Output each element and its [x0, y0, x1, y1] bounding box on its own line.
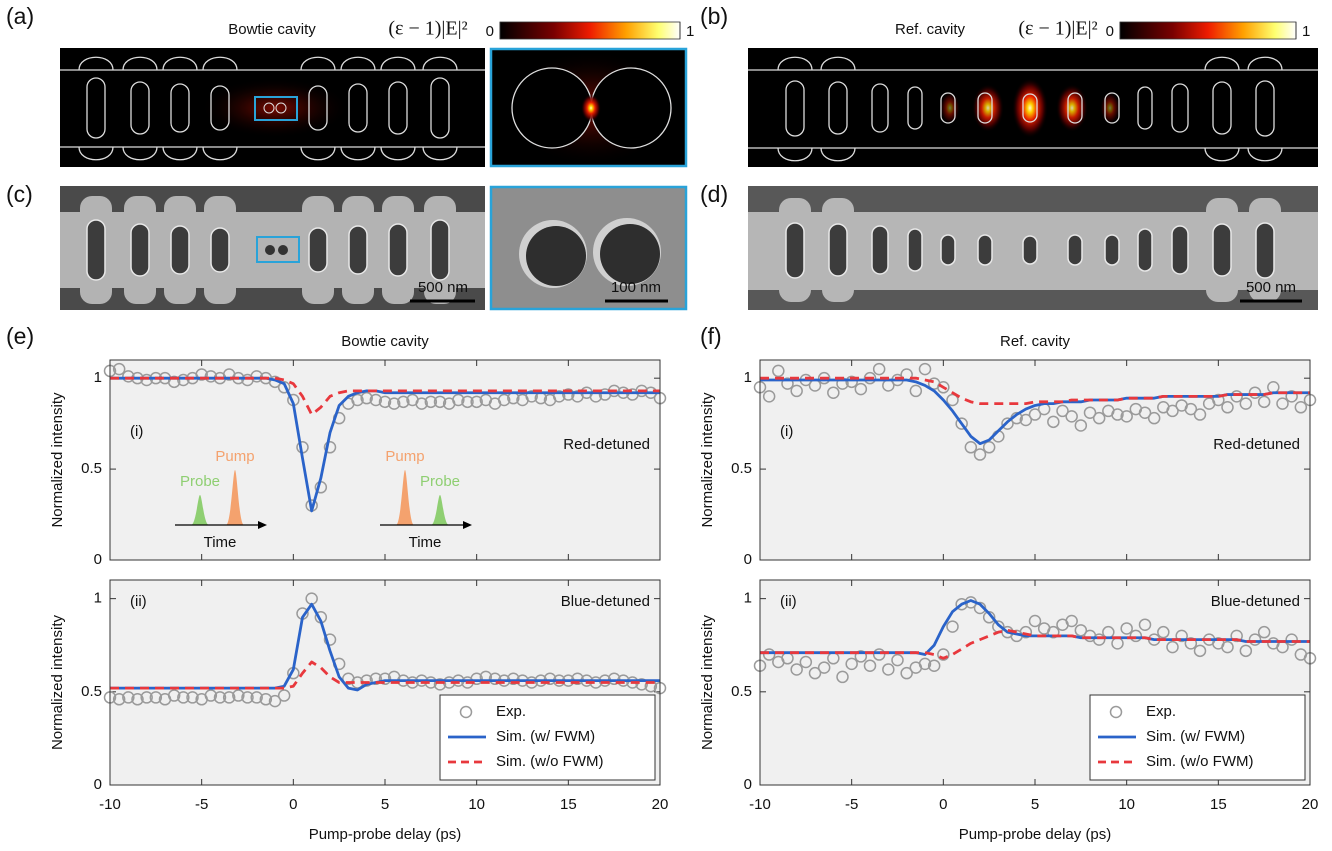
x-tick-label: -10 — [99, 796, 121, 813]
annotation: Red-detuned — [563, 436, 650, 453]
panel-title: Ref. cavity — [895, 21, 966, 38]
y-tick-label: 1 — [744, 369, 752, 386]
pulse-label: Pump — [385, 448, 424, 465]
y-tick-label: 0.5 — [81, 460, 102, 477]
annotation: (i) — [780, 423, 793, 440]
y-tick-label: 1 — [744, 590, 752, 607]
time-label: Time — [204, 534, 237, 551]
annotation: Blue-detuned — [1211, 593, 1300, 610]
chart-title: Bowtie cavity — [341, 333, 429, 350]
y-axis-label: Normalized intensity — [49, 614, 66, 750]
x-tick-label: -5 — [195, 796, 208, 813]
y-tick-label: 0.5 — [731, 460, 752, 477]
x-tick-label: 20 — [652, 796, 669, 813]
pulse-label: Pump — [215, 448, 254, 465]
plot-area — [760, 360, 1310, 560]
panel-label: (d) — [700, 181, 728, 207]
field-map — [748, 48, 1318, 167]
x-tick-label: -10 — [749, 796, 771, 813]
scale-bar-label: 500 nm — [418, 279, 468, 296]
panel-label: (c) — [6, 181, 33, 207]
y-tick-label: 1 — [94, 590, 102, 607]
legend-label: Sim. (w/ FWM) — [1146, 728, 1245, 745]
y-tick-label: 0 — [94, 776, 102, 793]
y-axis-label: Normalized intensity — [49, 392, 66, 528]
panel-label: (f) — [700, 323, 722, 349]
field-map-zoom — [490, 48, 687, 167]
legend-label: Sim. (w/o FWM) — [1146, 753, 1253, 770]
colorbar-tick-label: 1 — [1302, 23, 1310, 40]
time-label: Time — [409, 534, 442, 551]
panel-label: (e) — [6, 323, 34, 349]
y-tick-label: 1 — [94, 369, 102, 386]
colorbar — [1120, 22, 1296, 39]
chart-title: Ref. cavity — [1000, 333, 1071, 350]
colorbar-label: (ε − 1)|E|² — [1018, 18, 1097, 40]
x-tick-label: 15 — [560, 796, 577, 813]
x-tick-label: 0 — [289, 796, 297, 813]
colorbar-tick-label: 0 — [1106, 23, 1114, 40]
y-tick-label: 0 — [94, 551, 102, 568]
annotation: Red-detuned — [1213, 436, 1300, 453]
annotation: (ii) — [130, 593, 147, 610]
legend-label: Sim. (w/ FWM) — [496, 728, 595, 745]
colorbar-tick-label: 0 — [486, 23, 494, 40]
sem-image — [748, 186, 1318, 310]
annotation: (i) — [130, 423, 143, 440]
x-tick-label: 15 — [1210, 796, 1227, 813]
legend-label: Exp. — [1146, 703, 1176, 720]
scale-bar-label: 500 nm — [1246, 279, 1296, 296]
annotation: (ii) — [780, 593, 797, 610]
x-tick-label: 5 — [1031, 796, 1039, 813]
x-axis-label: Pump-probe delay (ps) — [959, 826, 1112, 843]
x-tick-label: 5 — [381, 796, 389, 813]
legend-label: Sim. (w/o FWM) — [496, 753, 603, 770]
panel-label: (b) — [700, 3, 728, 29]
pulse-label: Probe — [180, 473, 220, 490]
x-tick-label: 0 — [939, 796, 947, 813]
colorbar-tick-label: 1 — [686, 23, 694, 40]
x-tick-label: -5 — [845, 796, 858, 813]
figure: (a) (b) (c) (d) (e) (f) Bowtie cavity (ε… — [0, 0, 1332, 851]
y-axis-label: Normalized intensity — [699, 614, 716, 750]
y-axis-label: Normalized intensity — [699, 392, 716, 528]
legend-label: Exp. — [496, 703, 526, 720]
y-tick-label: 0 — [744, 551, 752, 568]
scale-bar-label: 100 nm — [611, 279, 661, 296]
x-tick-label: 20 — [1302, 796, 1319, 813]
x-tick-label: 10 — [468, 796, 485, 813]
y-tick-label: 0 — [744, 776, 752, 793]
x-tick-label: 10 — [1118, 796, 1135, 813]
panel-label: (a) — [6, 3, 34, 29]
field-map — [60, 48, 485, 167]
x-axis-label: Pump-probe delay (ps) — [309, 826, 462, 843]
panel-title: Bowtie cavity — [228, 21, 316, 38]
pulse-label: Probe — [420, 473, 460, 490]
annotation: Blue-detuned — [561, 593, 650, 610]
y-tick-label: 0.5 — [731, 683, 752, 700]
colorbar-label: (ε − 1)|E|² — [388, 18, 467, 40]
y-tick-label: 0.5 — [81, 683, 102, 700]
colorbar — [500, 22, 680, 39]
